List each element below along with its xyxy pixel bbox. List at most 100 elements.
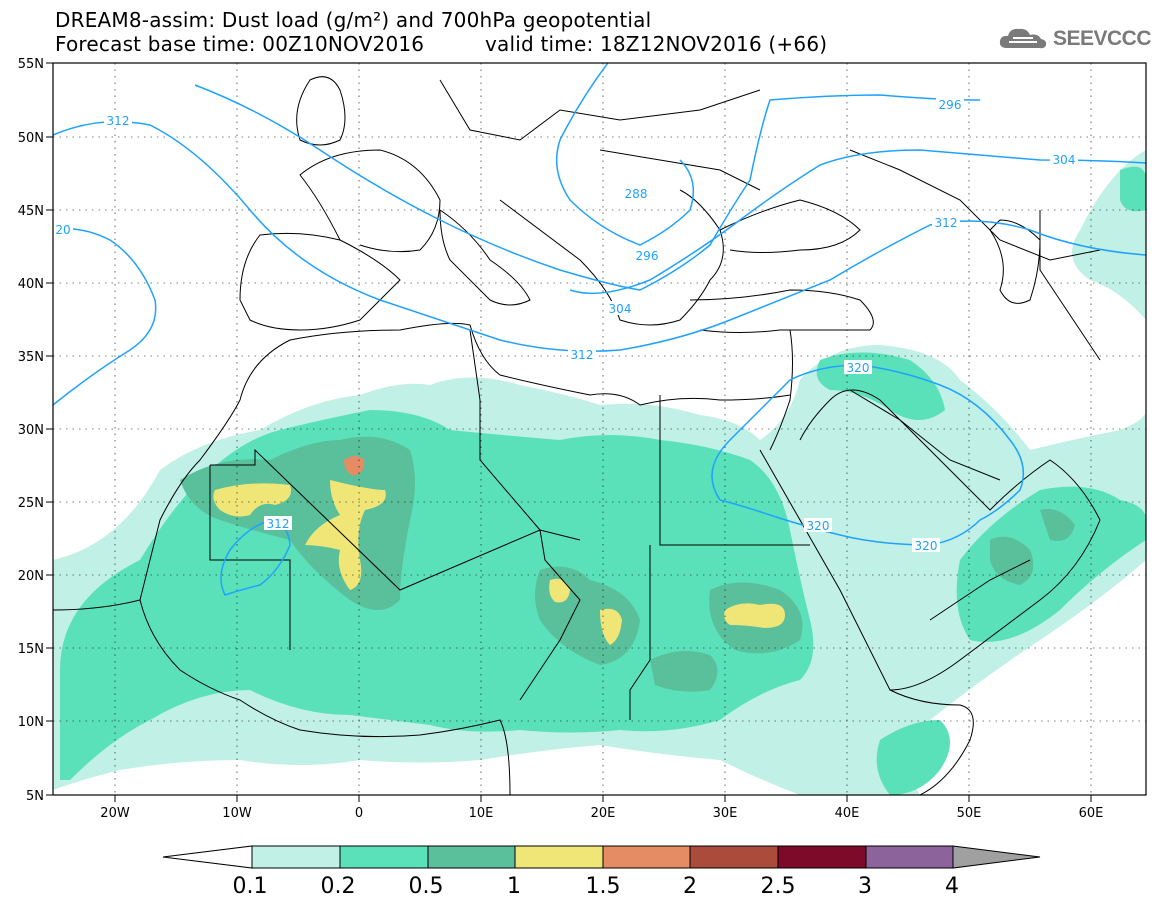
dust-area-medium-horn (876, 720, 950, 795)
dust-area-medium-arabia (956, 486, 1146, 642)
border-asia-2 (1039, 210, 1101, 361)
svg-text:312: 312 (267, 517, 290, 531)
contour-288 (555, 63, 695, 246)
contour-label: 312 (264, 516, 292, 531)
coastlines (53, 76, 1101, 795)
contour-320-west (53, 228, 157, 406)
svg-text:296: 296 (636, 249, 659, 263)
contour-label: 312 (104, 113, 132, 128)
contour-296 (194, 84, 981, 291)
border-sahara-4 (519, 529, 581, 701)
latitude-labels: 55N 50N 45N 40N 35N 30N 25N 20N 15N 10N … (18, 57, 44, 804)
coast-balkans (499, 189, 724, 326)
colorbar-swatch (251, 845, 341, 869)
border-europe-2 (599, 149, 761, 191)
contour-label: 320 (844, 360, 872, 375)
contour-label: 320 (804, 518, 832, 533)
contour-304 (569, 149, 1146, 295)
dust-area-yellow-niger (549, 578, 570, 603)
colorbar-label: 0.5 (409, 874, 444, 899)
tick-marks (46, 62, 1092, 802)
border-arabia-2 (929, 559, 1031, 621)
colorbar-label: 3 (858, 874, 872, 899)
border-sahara-6 (629, 545, 651, 720)
colorbar-swatch (427, 845, 516, 869)
lat-label: 25N (18, 496, 44, 511)
map-title: DREAM8-assim: Dust load (g/m²) and 700hP… (55, 8, 652, 32)
lat-label: 50N (18, 131, 44, 146)
lon-label: 30E (713, 806, 738, 821)
lat-label: 5N (26, 789, 44, 804)
lat-label: 35N (18, 350, 44, 365)
colorbar-swatch (339, 845, 429, 869)
dust-area-yellow-chad (600, 608, 622, 645)
border-sahara-2 (209, 465, 291, 650)
coast-britain (296, 76, 346, 146)
lon-label: 60E (1079, 806, 1104, 821)
svg-text:304: 304 (1053, 153, 1076, 167)
lon-label: 20W (100, 806, 130, 821)
colorbar-swatch (689, 845, 779, 869)
lat-label: 40N (18, 277, 44, 292)
colorbar-label: 2.5 (761, 874, 796, 899)
lon-label: 40E (835, 806, 860, 821)
dust-area-dark-south (650, 651, 718, 692)
coast-levant (769, 329, 793, 451)
coast-black-sea (719, 199, 861, 253)
base-time: Forecast base time: 00Z10NOV2016 (55, 32, 425, 56)
svg-text:20: 20 (55, 223, 70, 237)
lat-label: 20N (18, 569, 44, 584)
border-arabia-1 (849, 389, 1001, 481)
dust-area-yellow-algeria (305, 480, 386, 590)
contour-label: 288 (622, 186, 650, 201)
forecast-time-line: Forecast base time: 00Z10NOV2016 valid ti… (55, 32, 827, 56)
border-sahara-1 (210, 448, 581, 591)
coast-horn (889, 689, 974, 795)
svg-text:312: 312 (935, 216, 958, 230)
colorbar-label: 0.1 (233, 874, 268, 899)
lat-label: 10N (18, 715, 44, 730)
lat-label: 15N (18, 642, 44, 657)
coast-france (299, 149, 441, 253)
colorbar-label: 1.5 (586, 874, 621, 899)
contour-label: 320 (912, 538, 940, 553)
coast-iberia (239, 232, 401, 331)
border-sahara-3 (469, 329, 541, 531)
lon-label: 50E (957, 806, 982, 821)
contour-label: 296 (936, 97, 964, 112)
coast-africa-west (139, 599, 511, 795)
contour-label: 304 (1050, 152, 1078, 167)
seevccc-logo: SEEVCCC (997, 24, 1152, 54)
cloud-icon (999, 28, 1047, 49)
graticule (53, 63, 1146, 795)
contour-label: 20 (53, 222, 73, 237)
colorbar (162, 845, 1041, 869)
svg-text:320: 320 (915, 539, 938, 553)
dust-area-yellow-sudan (724, 603, 785, 628)
svg-text:288: 288 (625, 187, 648, 201)
lon-label: 10W (222, 806, 252, 821)
dust-area-medium-caspian (1120, 166, 1146, 212)
dust-field (53, 150, 1146, 795)
colorbar-swatch (777, 845, 867, 869)
contour-labels: 312 296 288 296 304 312 20 312 304 312 3… (53, 97, 1078, 553)
border-asia-1 (849, 149, 1101, 261)
svg-text:304: 304 (609, 302, 632, 316)
colorbar-label: 1 (507, 874, 521, 899)
border-sahara-5 (659, 395, 810, 546)
colorbar-label: 2 (683, 874, 697, 899)
colorbar-arrow-left (162, 845, 253, 869)
colorbar-swatch (514, 845, 604, 869)
lat-label: 55N (18, 57, 44, 72)
contour-label: 296 (633, 248, 661, 263)
lat-label: 45N (18, 204, 44, 219)
svg-text:312: 312 (571, 348, 594, 362)
lon-label: 0 (355, 806, 363, 821)
longitude-labels: 20W 10W 0 10E 20E 30E 40E 50E 60E (100, 806, 1103, 821)
dust-area-yellow-mauritania (213, 483, 291, 517)
coast-turkey (689, 289, 874, 333)
contour-320-east (711, 364, 1025, 546)
svg-text:320: 320 (807, 519, 830, 533)
dust-area-dark-oman (1040, 509, 1075, 541)
